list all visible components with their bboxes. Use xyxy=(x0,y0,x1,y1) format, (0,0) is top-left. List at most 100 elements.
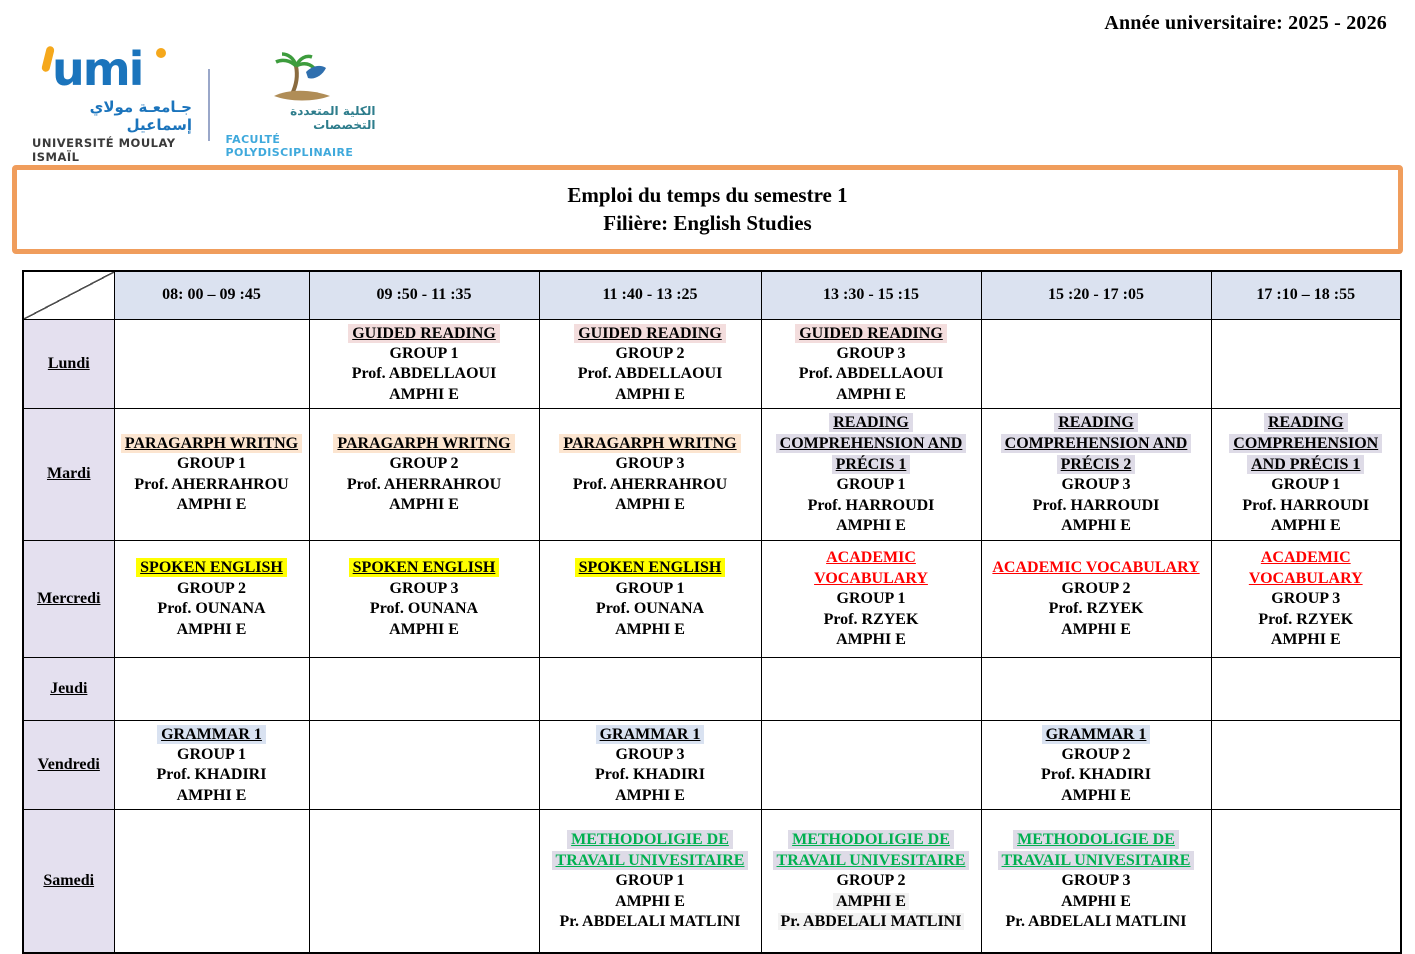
course-cell: GUIDED READING GROUP 3 Prof. ABDELLAOUI AMP… xyxy=(760,318,982,410)
empty-cell xyxy=(308,719,540,811)
empty-cell xyxy=(1210,719,1402,811)
course-title: METHODOLIGIE DE TRAVAIL UNIVESITAIRE xyxy=(987,829,1206,871)
day-text: Mercredi xyxy=(37,589,101,607)
course-title: METHODOLIGIE DE TRAVAIL UNIVESITAIRE xyxy=(767,829,976,871)
course-detail: Prof. RZYEK xyxy=(1048,600,1144,618)
course-title: PARAGARPH WRITNG xyxy=(120,433,304,454)
day-row-vendredi: Vendredi GRAMMAR 1 GROUP 1 Prof. KHADIRI AMP… xyxy=(22,719,1402,811)
empty-cell xyxy=(980,656,1212,721)
umi-wordmark-icon: umi xyxy=(52,42,144,96)
course-detail: AMPHI E xyxy=(836,631,906,649)
course-detail: AMPHI E xyxy=(389,385,459,403)
course-title: READING COMPREHENSION AND PRÉCIS 1 xyxy=(767,412,976,475)
course-detail: Prof. KHADIRI xyxy=(1041,766,1151,784)
course-detail: Prof. HARROUDI xyxy=(1242,496,1370,514)
course-detail: AMPHI E xyxy=(1270,631,1341,649)
day-row-lundi: Lundi GUIDED READING GROUP 1 Prof. ABDELLAO… xyxy=(22,318,1402,410)
course-detail: GROUP 3 xyxy=(1271,590,1341,608)
empty-cell xyxy=(113,318,310,410)
course-cell: READING COMPREHENSION AND PRÉCIS 1 GROUP … xyxy=(760,408,982,541)
course-detail: AMPHI E xyxy=(836,385,906,403)
empty-cell xyxy=(760,656,982,721)
course-detail: Prof. KHADIRI xyxy=(156,766,267,784)
empty-cell xyxy=(1210,656,1402,721)
course-title: GRAMMAR 1 xyxy=(545,724,756,745)
course-detail: Prof. ABDELLAOUI xyxy=(351,365,497,383)
day-row-mardi: Mardi PARAGARPH WRITNG GROUP 1 Prof. AHERRA… xyxy=(22,408,1402,541)
course-title: READING COMPREHENSION AND PRÉCIS 1 xyxy=(1217,412,1396,475)
logos-block: umi جـامعـة مولاي إسماعيل UNIVERSITÉ MOU… xyxy=(32,45,376,164)
day-text: Vendredi xyxy=(37,756,100,773)
course-detail: Prof. AHERRAHROU xyxy=(134,475,289,493)
faculty-latin-name: FACULTÉ POLYDISCIPLINAIRE xyxy=(225,132,354,159)
course-detail: Prof. KHADIRI xyxy=(595,766,705,784)
umi-latin-name: UNIVERSITÉ MOULAY ISMAÏL xyxy=(32,136,176,164)
day-row-jeudi: Jeudi xyxy=(22,656,1402,721)
course-cell: SPOKEN ENGLISH GROUP 2 Prof. OUNANA AMPHI E xyxy=(113,539,310,658)
course-detail: Pr. ABDELALI MATLINI xyxy=(1005,913,1187,931)
course-detail: GROUP 2 xyxy=(836,872,906,890)
timetable-body: Lundi GUIDED READING GROUP 1 Prof. ABDELLAO… xyxy=(22,318,1402,954)
course-cell: GRAMMAR 1 GROUP 1 Prof. KHADIRI AMPHI E xyxy=(113,719,310,811)
course-detail: Prof. OUNANA xyxy=(369,600,479,618)
course-title: GUIDED READING xyxy=(767,323,976,344)
time-slot-header-2: 11 :40 - 13 :25 xyxy=(538,270,762,320)
course-title: SPOKEN ENGLISH xyxy=(545,557,756,578)
course-cell: PARAGARPH WRITNG GROUP 2 Prof. AHERRAHROU A… xyxy=(308,408,540,541)
course-detail: AMPHI E xyxy=(176,496,247,514)
umi-arabic-name: جـامعـة مولاي إسماعيل xyxy=(89,98,192,134)
course-detail: GROUP 2 xyxy=(177,579,246,597)
day-label-mercredi: Mercredi xyxy=(22,539,115,658)
course-cell: READING COMPREHENSION AND PRÉCIS 2 GROUP … xyxy=(980,408,1212,541)
day-text: Jeudi xyxy=(50,679,88,697)
day-row-samedi: Samedi METHODOLIGIE DE TRAVAIL UNIVESITAI… xyxy=(22,809,1402,954)
time-slot-header-3: 13 :30 - 15 :15 xyxy=(760,270,982,320)
course-detail: GROUP 1 xyxy=(836,590,906,608)
umi-logo-mark: umi xyxy=(40,45,172,98)
course-detail: AMPHI E xyxy=(1061,892,1131,910)
course-detail: AMPHI E xyxy=(1061,786,1131,804)
course-title: PARAGARPH WRITNG xyxy=(545,433,756,454)
timetable-title-box: Emploi du temps du semestre 1 Filière: E… xyxy=(12,165,1403,254)
course-detail: GROUP 1 xyxy=(389,344,459,362)
course-detail: Prof. ABDELLAOUI xyxy=(798,365,944,383)
empty-cell xyxy=(1210,809,1402,954)
course-cell: SPOKEN ENGLISH GROUP 3 Prof. OUNANA AMPHI E xyxy=(308,539,540,658)
course-detail: Prof. HARROUDI xyxy=(807,496,935,514)
course-title: READING COMPREHENSION AND PRÉCIS 2 xyxy=(987,412,1206,475)
course-title: SPOKEN ENGLISH xyxy=(315,557,534,578)
course-detail: AMPHI E xyxy=(615,496,685,514)
day-label-jeudi: Jeudi xyxy=(22,656,115,721)
course-detail: GROUP 3 xyxy=(1061,476,1131,494)
empty-cell xyxy=(113,809,310,954)
course-detail: Prof. OUNANA xyxy=(157,600,266,618)
course-detail: GROUP 3 xyxy=(615,455,685,473)
empty-cell xyxy=(538,656,762,721)
course-title: ACADEMIC VOCABULARY xyxy=(814,548,928,588)
course-cell: GUIDED READING GROUP 2 Prof. ABDELLAOUI AMP… xyxy=(538,318,762,410)
course-detail: GROUP 1 xyxy=(615,872,685,890)
course-title: ACADEMIC VOCABULARY xyxy=(1248,548,1363,588)
faculty-arabic-name: الكلية المتعددة التخصصات xyxy=(290,103,376,132)
day-text: Mardi xyxy=(46,465,91,483)
course-detail: GROUP 2 xyxy=(389,455,459,473)
course-detail: AMPHI E xyxy=(176,786,247,804)
course-detail: GROUP 1 xyxy=(1271,476,1341,494)
course-detail: AMPHI E xyxy=(615,786,685,804)
empty-cell xyxy=(1210,318,1402,410)
course-cell: SPOKEN ENGLISH GROUP 1 Prof. OUNANA AMPHI E xyxy=(538,539,762,658)
course-title: PARAGARPH WRITNG xyxy=(315,433,534,454)
day-label-mardi: Mardi xyxy=(22,408,115,541)
course-detail: AMPHI E xyxy=(1061,517,1131,535)
day-label-lundi: Lundi xyxy=(22,318,115,410)
course-detail: GROUP 1 xyxy=(177,745,246,763)
course-detail: Pr. ABDELALI MATLINI xyxy=(559,913,741,931)
course-detail: AMPHI E xyxy=(1061,620,1131,638)
course-title: GRAMMAR 1 xyxy=(987,724,1206,745)
course-detail: AMPHI E xyxy=(389,496,459,514)
day-text: Lundi xyxy=(47,354,90,372)
timetable-subtitle: Filière: English Studies xyxy=(603,211,812,235)
course-detail: Prof. RZYEK xyxy=(823,610,919,628)
course-cell: ACADEMIC VOCABULARY GROUP 2 Prof. RZYEK AMP… xyxy=(980,539,1212,658)
course-detail: Pr. ABDELALI MATLINI xyxy=(767,912,976,932)
